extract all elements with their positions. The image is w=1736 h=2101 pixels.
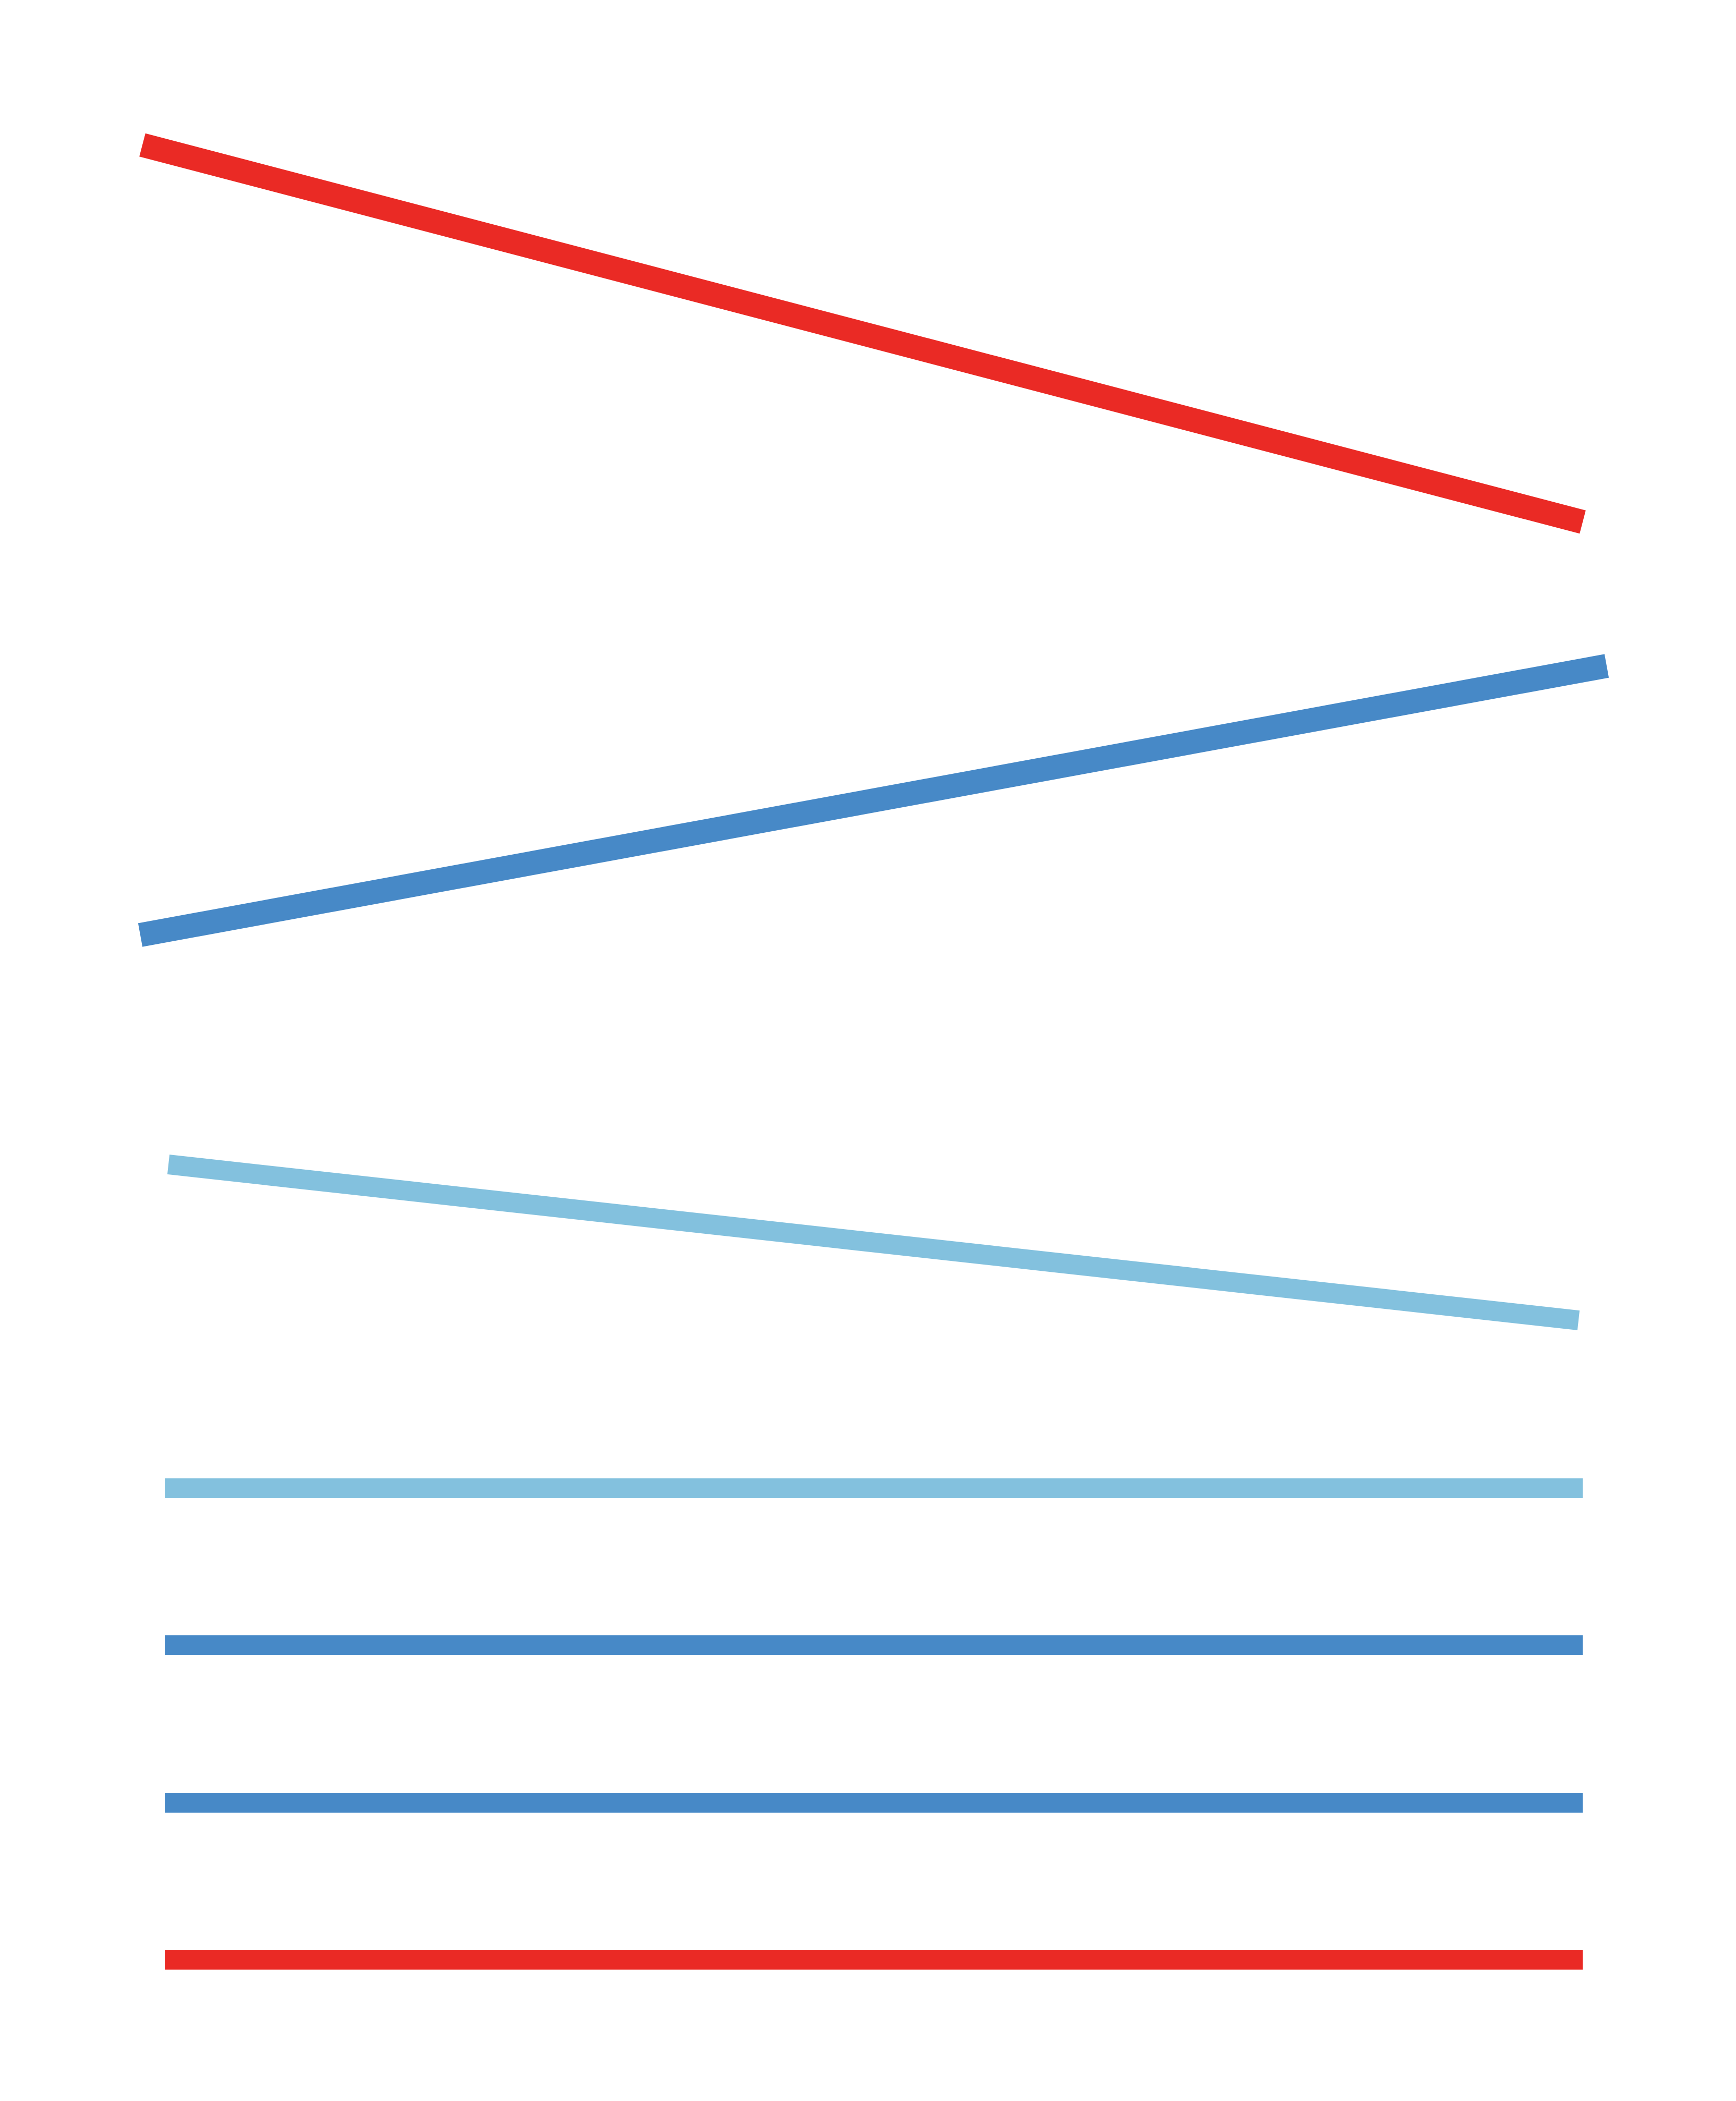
lines-group bbox=[138, 133, 1609, 1970]
blue-line-ascending bbox=[138, 654, 1609, 947]
red-line-descending bbox=[139, 133, 1586, 534]
light-blue-line-descending bbox=[167, 1155, 1580, 1330]
